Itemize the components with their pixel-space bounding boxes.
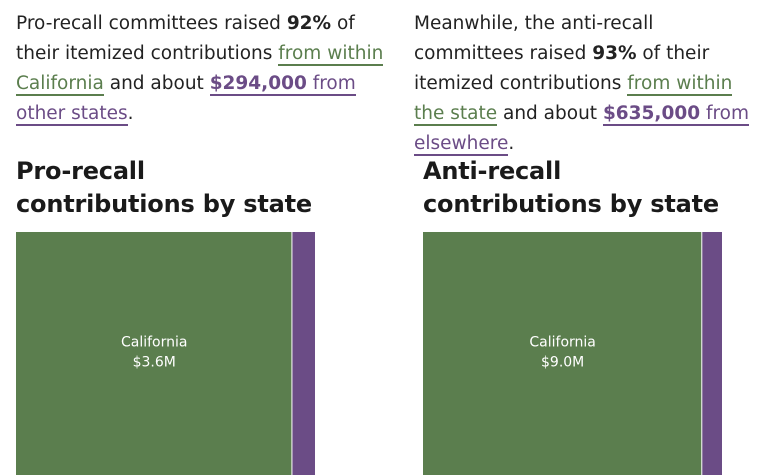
out-of-state-amount: $294,000 [209,73,307,94]
out-of-state-amount: $635,000 [602,103,701,124]
in-state-link[interactable]: from within California [16,43,384,96]
pro-recall-summary: Pro-recall committees raised 92% of thei… [16,9,388,129]
treemap-cell-value: $9.0M [541,355,584,371]
treemap-cell-label: California [529,335,595,351]
summary-text: and about [103,73,210,94]
in-state-link[interactable]: from within the state [414,73,733,126]
summary-text: Pro-recall committees raised [16,13,287,34]
out-of-state-link[interactable]: $294,000 from other states [16,73,356,126]
treemap-cell-label: California [121,335,187,351]
summary-text: . [508,133,515,154]
chart-title: Anti-recall contributions by state [423,157,719,218]
treemap-cell-value: $3.6M [133,355,176,371]
treemap-cell-other-states[interactable] [292,232,315,475]
treemap-cell-california[interactable] [423,232,702,475]
chart-title: Pro-recall contributions by state [16,157,312,218]
treemap-cell-california[interactable] [16,232,292,475]
in-state-percent: 92% [286,13,332,34]
summary-text: . [127,103,134,124]
in-state-percent: 93% [592,43,637,64]
treemap-cell-other-states[interactable] [702,232,722,475]
out-of-state-link-text: from elsewhere [414,103,750,154]
anti-recall-summary: Meanwhile, the anti-recall committees ra… [414,9,759,159]
summary-text: of their itemized contributions [16,13,355,64]
out-of-state-link-text: from other states [16,73,356,124]
summary-text: of their itemized contributions [414,43,710,94]
summary-text: and about [497,103,603,124]
summary-text: Meanwhile, the anti-recall committees ra… [414,13,654,64]
out-of-state-link[interactable]: $635,000 from elsewhere [414,103,750,156]
anti-recall-treemap: California $9.0M [423,232,722,475]
pro-recall-treemap: California $3.6M [16,232,315,475]
